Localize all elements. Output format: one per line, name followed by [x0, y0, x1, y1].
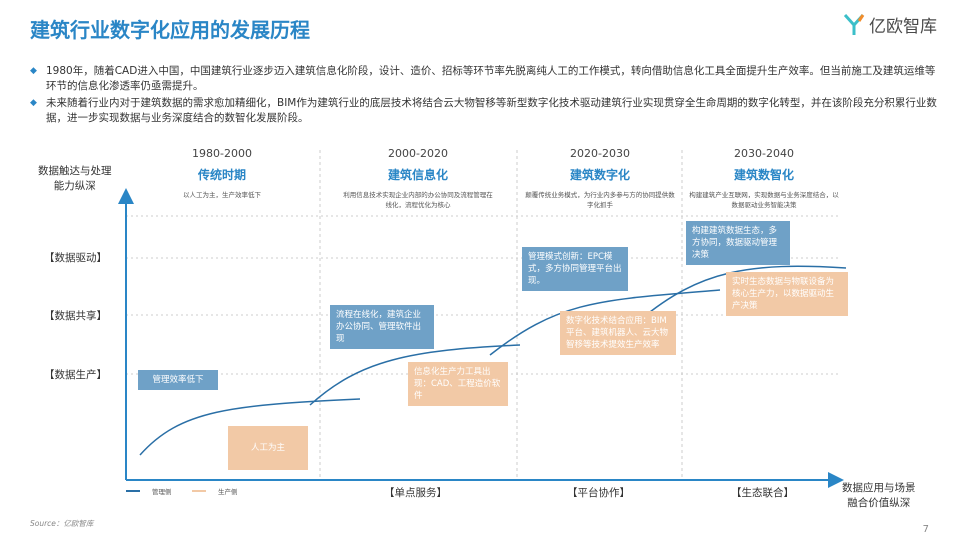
- era-name: 建筑信息化: [387, 168, 448, 182]
- legend-production-label: 生产侧: [218, 488, 238, 496]
- box-production-era4: 实时生态数据与物联设备为核心生产力，以数据驱动生产决策: [726, 272, 848, 316]
- x-category-platform: 【平台协作】: [567, 487, 630, 499]
- y-axis-title: 数据触达与处理 能力纵深: [38, 165, 112, 192]
- y-level-shared: 【数据共享】: [44, 310, 107, 322]
- box-production-era3: 数字化技术结合应用：BIM平台、建筑机器人、云大物智移等技术提效生产效率: [560, 311, 676, 355]
- y-level-production: 【数据生产】: [44, 369, 107, 381]
- era-name: 建筑数字化: [569, 168, 630, 182]
- box-management-era4: 构建建筑数据生态，多方协同，数据驱动管理决策: [686, 221, 790, 265]
- box-management-era1: 管理效率低下: [138, 370, 218, 390]
- source-note: Source：亿欧智库: [30, 519, 94, 528]
- page-title: 建筑行业数字化应用的发展历程: [30, 18, 310, 42]
- x-axis-title: 数据应用与场景 融合价值纵深: [842, 482, 916, 509]
- bullet-item: 未来随着行业内对于建筑数据的需求愈加精细化，BIM作为建筑行业的底层技术将结合云…: [30, 96, 940, 126]
- era-year: 2000-2020: [388, 147, 448, 160]
- box-production-era1: 人工为主: [228, 426, 308, 470]
- era-desc: 利用信息技术实现企业内部的办公协同及流程管理在线化，流程优化为核心: [343, 191, 493, 209]
- x-category-ecosystem: 【生态联合】: [731, 487, 794, 499]
- logo-text: 亿欧智库: [869, 17, 937, 37]
- legend-management-label: 管理侧: [152, 488, 172, 496]
- x-category-single: 【单点服务】: [384, 487, 447, 499]
- era-name: 建筑数智化: [733, 168, 794, 182]
- y-level-driven: 【数据驱动】: [44, 252, 107, 264]
- era-year: 1980-2000: [192, 147, 252, 160]
- bullet-list: 1980年，随着CAD进入中国，中国建筑行业逐步迈入建筑信息化阶段，设计、造价、…: [30, 64, 940, 128]
- era-desc: 构建建筑产业互联网，实现数据与业务深度结合，以数据驱动业务智能决策: [689, 191, 839, 209]
- era-desc: 颠覆传统业务模式，为行业内多参与方的协同提供数字化抓手: [525, 191, 675, 209]
- era-year: 2020-2030: [570, 147, 630, 160]
- era-desc: 以人工为主，生产效率低下: [183, 191, 261, 199]
- era-name: 传统时期: [197, 168, 246, 182]
- logo: 亿欧智库: [843, 12, 937, 37]
- bullet-item: 1980年，随着CAD进入中国，中国建筑行业逐步迈入建筑信息化阶段，设计、造价、…: [30, 64, 940, 94]
- era-year: 2030-2040: [734, 147, 794, 160]
- box-production-era2: 信息化生产力工具出现：CAD、工程造价软件: [408, 362, 508, 406]
- box-management-era3: 管理模式创新：EPC模式，多方协同管理平台出现。: [522, 247, 628, 291]
- box-management-era2: 流程在线化，建筑企业办公协同、管理软件出现: [330, 305, 434, 349]
- page-number: 7: [922, 524, 929, 535]
- logo-icon: [843, 13, 865, 35]
- curve-era2: [309, 344, 521, 406]
